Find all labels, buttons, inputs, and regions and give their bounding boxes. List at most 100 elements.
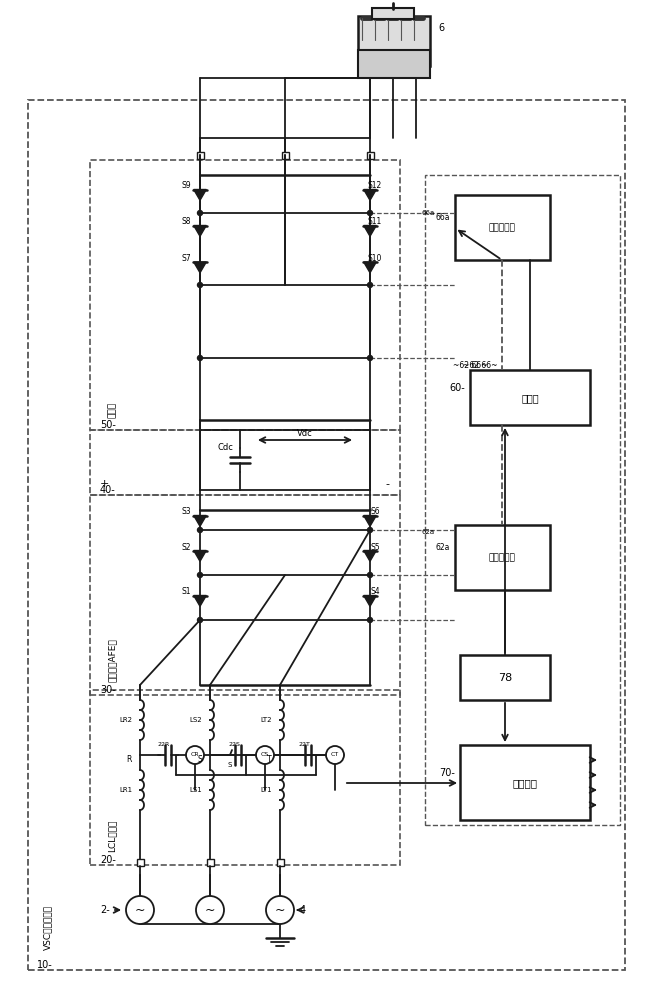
Bar [367, 152, 374, 159]
Text: 62a: 62a [436, 544, 450, 552]
Bar [28, 100, 625, 970]
Text: 劣化检测: 劣化检测 [513, 778, 537, 788]
Polygon shape [364, 262, 376, 273]
Text: 78: 78 [498, 673, 512, 683]
Text: 70-: 70- [439, 768, 455, 778]
Text: LR2: LR2 [119, 717, 133, 723]
Circle shape [197, 528, 202, 532]
Circle shape [256, 746, 274, 764]
Bar [90, 430, 400, 495]
Polygon shape [364, 595, 376, 606]
Polygon shape [194, 595, 206, 606]
Text: LS1: LS1 [189, 787, 202, 793]
Text: LCL滤波器: LCL滤波器 [108, 820, 116, 852]
Text: 40-: 40- [100, 485, 116, 495]
Text: 22T: 22T [298, 742, 310, 748]
Text: S11: S11 [368, 218, 382, 227]
Bar [455, 195, 550, 260]
Text: ~62 66~: ~62 66~ [463, 360, 497, 369]
Text: 逆变器: 逆变器 [108, 402, 116, 418]
Text: CR: CR [191, 752, 199, 758]
Bar [90, 160, 400, 430]
Text: -: - [385, 479, 389, 489]
Bar [137, 859, 144, 866]
Text: +: + [100, 479, 109, 489]
Text: 66a: 66a [436, 214, 450, 223]
Text: 整流器开关: 整流器开关 [488, 554, 515, 562]
Text: Vdc: Vdc [297, 428, 313, 438]
Text: 22S: 22S [228, 742, 240, 748]
Text: ~: ~ [205, 904, 215, 916]
Bar [207, 859, 214, 866]
Circle shape [196, 896, 224, 924]
Text: LT1: LT1 [260, 787, 272, 793]
Bar [90, 495, 400, 695]
Bar [460, 655, 550, 700]
Text: S6: S6 [370, 508, 380, 516]
Circle shape [197, 572, 202, 578]
Text: 30-: 30- [100, 685, 116, 695]
Polygon shape [364, 190, 376, 200]
Polygon shape [364, 226, 376, 236]
Circle shape [368, 572, 372, 578]
Bar [425, 175, 620, 825]
Text: S2: S2 [182, 542, 191, 552]
Text: LS2: LS2 [189, 717, 202, 723]
Circle shape [266, 896, 294, 924]
Bar [277, 859, 284, 866]
Text: CS: CS [261, 752, 269, 758]
Text: 60-: 60- [449, 383, 465, 393]
Circle shape [186, 746, 204, 764]
Bar [358, 16, 430, 66]
Text: ~: ~ [135, 904, 145, 916]
Polygon shape [194, 262, 206, 273]
Text: ~62 66~: ~62 66~ [453, 360, 487, 369]
Circle shape [368, 528, 372, 532]
Text: 22R: 22R [158, 742, 170, 748]
Text: Cdc: Cdc [217, 442, 233, 452]
Text: S9: S9 [181, 182, 191, 190]
Bar [358, 50, 430, 78]
Text: S8: S8 [182, 218, 191, 227]
Text: S4: S4 [370, 587, 380, 596]
Bar [470, 370, 590, 425]
Text: 4: 4 [300, 905, 306, 915]
Text: 整流器（AFE）: 整流器（AFE） [108, 638, 116, 682]
Polygon shape [194, 226, 206, 236]
Text: S5: S5 [370, 542, 380, 552]
Text: S3: S3 [181, 508, 191, 516]
Text: 2-: 2- [101, 905, 110, 915]
Circle shape [326, 746, 344, 764]
Text: S7: S7 [181, 254, 191, 263]
Polygon shape [194, 190, 206, 200]
Text: S: S [197, 756, 202, 764]
Circle shape [368, 617, 372, 622]
Bar [372, 8, 414, 19]
Text: ~: ~ [275, 904, 285, 916]
Bar [455, 525, 550, 590]
Text: S12: S12 [368, 182, 382, 190]
Text: 20-: 20- [100, 855, 116, 865]
Text: VSC电机驱动器: VSC电机驱动器 [44, 905, 52, 950]
Text: LR1: LR1 [119, 787, 133, 793]
Text: 逆变器开关: 逆变器开关 [488, 224, 515, 232]
Circle shape [126, 896, 154, 924]
Circle shape [368, 356, 372, 360]
Text: LT2: LT2 [261, 717, 272, 723]
Polygon shape [364, 550, 376, 561]
Bar [460, 745, 590, 820]
Text: T: T [267, 756, 272, 764]
Circle shape [368, 211, 372, 216]
Text: S: S [228, 762, 232, 768]
Circle shape [197, 617, 202, 622]
Polygon shape [194, 550, 206, 561]
Text: 6: 6 [438, 23, 444, 33]
Text: S10: S10 [368, 254, 382, 263]
Text: R: R [127, 756, 132, 764]
Polygon shape [194, 516, 206, 526]
Text: 控制器: 控制器 [521, 393, 539, 403]
Bar [197, 152, 204, 159]
Polygon shape [364, 516, 376, 526]
Text: CT: CT [331, 752, 339, 758]
Circle shape [368, 282, 372, 288]
